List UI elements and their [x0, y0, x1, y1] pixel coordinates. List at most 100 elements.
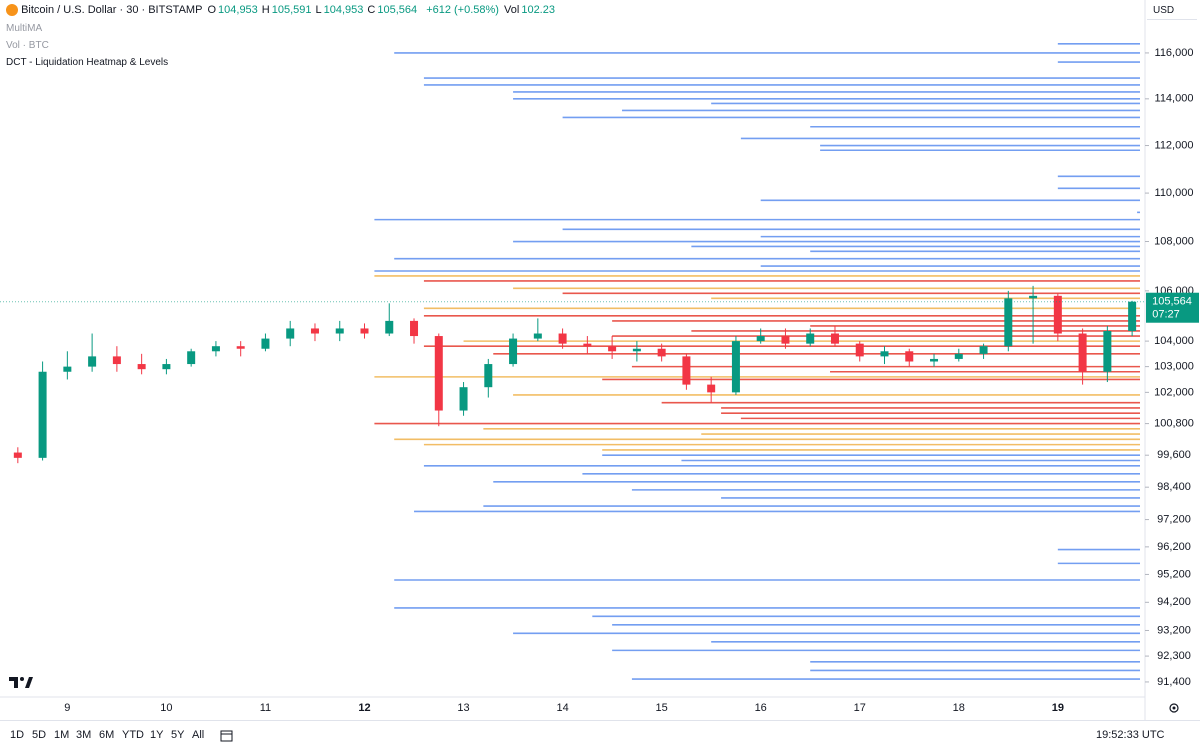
- x-tick-label: 12: [358, 702, 370, 714]
- candle-body: [583, 343, 592, 347]
- range-button[interactable]: YTD: [122, 729, 144, 741]
- range-button[interactable]: 6M: [99, 729, 115, 741]
- candles: [13, 285, 1137, 464]
- tv-logo: [9, 677, 33, 688]
- range-button[interactable]: 1M: [54, 729, 70, 741]
- x-tick-label: 17: [854, 702, 866, 714]
- candle-body: [459, 387, 468, 411]
- btc-icon: [6, 4, 18, 17]
- vol-key: Vol: [504, 4, 520, 16]
- last-price-label: 105,564: [1152, 296, 1192, 308]
- change: +612 (+0.58%): [426, 4, 499, 16]
- candle-body: [509, 338, 518, 365]
- x-tick-label: 19: [1052, 702, 1064, 714]
- candle-body: [1029, 295, 1038, 299]
- settings-icon[interactable]: [1169, 703, 1179, 713]
- y-tick-label: 100,800: [1154, 418, 1194, 430]
- candle-body: [1078, 333, 1087, 372]
- y-tick-label: 114,000: [1155, 93, 1194, 105]
- last-price-box: [1146, 292, 1199, 323]
- x-tick-label: 14: [556, 702, 568, 714]
- x-tick-label: 11: [260, 702, 271, 714]
- candle-body: [236, 346, 245, 349]
- ohlc-key: L: [315, 4, 322, 16]
- candle-body: [63, 366, 72, 372]
- y-tick-label: 98,400: [1157, 481, 1191, 493]
- vol: 102.23: [521, 4, 555, 16]
- candle-body: [88, 356, 97, 367]
- y-tick-label: 102,000: [1154, 386, 1194, 398]
- candle-body: [261, 338, 270, 349]
- symbol[interactable]: Bitcoin / U.S. Dollar · 30 · BITSTAMP: [21, 4, 203, 16]
- candle-body: [830, 333, 839, 344]
- candle-body: [410, 320, 419, 337]
- candle-body: [905, 351, 914, 362]
- range-button[interactable]: 5Y: [171, 729, 185, 741]
- candle-body: [682, 356, 691, 385]
- heatmap: [374, 43, 1140, 680]
- candle-body: [484, 364, 493, 388]
- indicator[interactable]: DCT - Liquidation Heatmap & Levels: [6, 57, 169, 68]
- ohlc-key: C: [367, 4, 376, 16]
- candle-body: [310, 328, 319, 334]
- candle-body: [38, 371, 47, 458]
- range-button[interactable]: All: [192, 729, 205, 741]
- y-tick-label: 104,000: [1154, 335, 1194, 347]
- candle-body: [434, 336, 443, 411]
- date-range-icon[interactable]: [220, 729, 234, 743]
- y-tick-label: 116,000: [1155, 47, 1194, 59]
- x-tick-label: 10: [160, 702, 172, 714]
- candle-body: [781, 336, 790, 344]
- clock: 19:52:33 UTC: [1096, 729, 1165, 741]
- candle-body: [707, 384, 716, 393]
- candle-body: [137, 364, 146, 370]
- indicator[interactable]: MultiMA: [6, 23, 43, 34]
- range-button[interactable]: 1D: [10, 729, 25, 741]
- range-button[interactable]: 5D: [32, 729, 47, 741]
- range-button[interactable]: 3M: [76, 729, 92, 741]
- candle-body: [13, 452, 22, 458]
- range-button[interactable]: 1Y: [150, 729, 164, 741]
- x-tick-label: 15: [656, 702, 668, 714]
- ohlc-value: 104,953: [218, 4, 258, 16]
- currency[interactable]: USD: [1147, 2, 1197, 20]
- countdown: 07:27: [1152, 309, 1180, 321]
- ohlc-value: 104,953: [323, 4, 364, 16]
- candle-body: [930, 358, 939, 362]
- y-tick-label: 92,300: [1157, 650, 1191, 662]
- y-tick-label: 99,600: [1157, 449, 1191, 461]
- y-tick-label: 108,000: [1154, 235, 1194, 247]
- candle-body: [360, 328, 369, 334]
- candle-body: [1053, 295, 1062, 334]
- x-tick-label: 16: [755, 702, 767, 714]
- candle-body: [1103, 330, 1112, 372]
- x-tick-label: 13: [457, 702, 469, 714]
- indicator[interactable]: Vol · BTC: [6, 40, 49, 51]
- y-tick-label: 91,400: [1157, 676, 1191, 688]
- candle-body: [1128, 301, 1137, 331]
- ohlc-key: H: [261, 4, 270, 16]
- y-tick-label: 112,000: [1155, 139, 1194, 151]
- candle-body: [954, 353, 963, 359]
- candle-body: [756, 336, 765, 342]
- candle-body: [211, 346, 220, 352]
- candle-body: [731, 341, 740, 393]
- candle-body: [806, 333, 815, 344]
- chart: 116,000114,000112,000110,000108,000106,0…: [0, 0, 1199, 720]
- candle-body: [162, 364, 171, 370]
- candle-body: [608, 346, 617, 352]
- candle-body: [187, 351, 196, 365]
- x-tick-label: 18: [953, 702, 965, 714]
- candle-body: [632, 348, 641, 352]
- candle-body: [533, 333, 542, 339]
- candle-body: [286, 328, 295, 339]
- candle-body: [880, 351, 889, 357]
- bottom-toolbar: 19:52:33 UTC 1D 5D 1M 3M 6M YTD 1Y 5Y All: [0, 720, 1200, 750]
- candle-body: [1004, 298, 1013, 347]
- ohlc-value: 105,564: [377, 4, 418, 16]
- candle-body: [112, 356, 121, 365]
- ohlc-key: O: [207, 4, 217, 16]
- x-tick-label: 9: [64, 702, 70, 714]
